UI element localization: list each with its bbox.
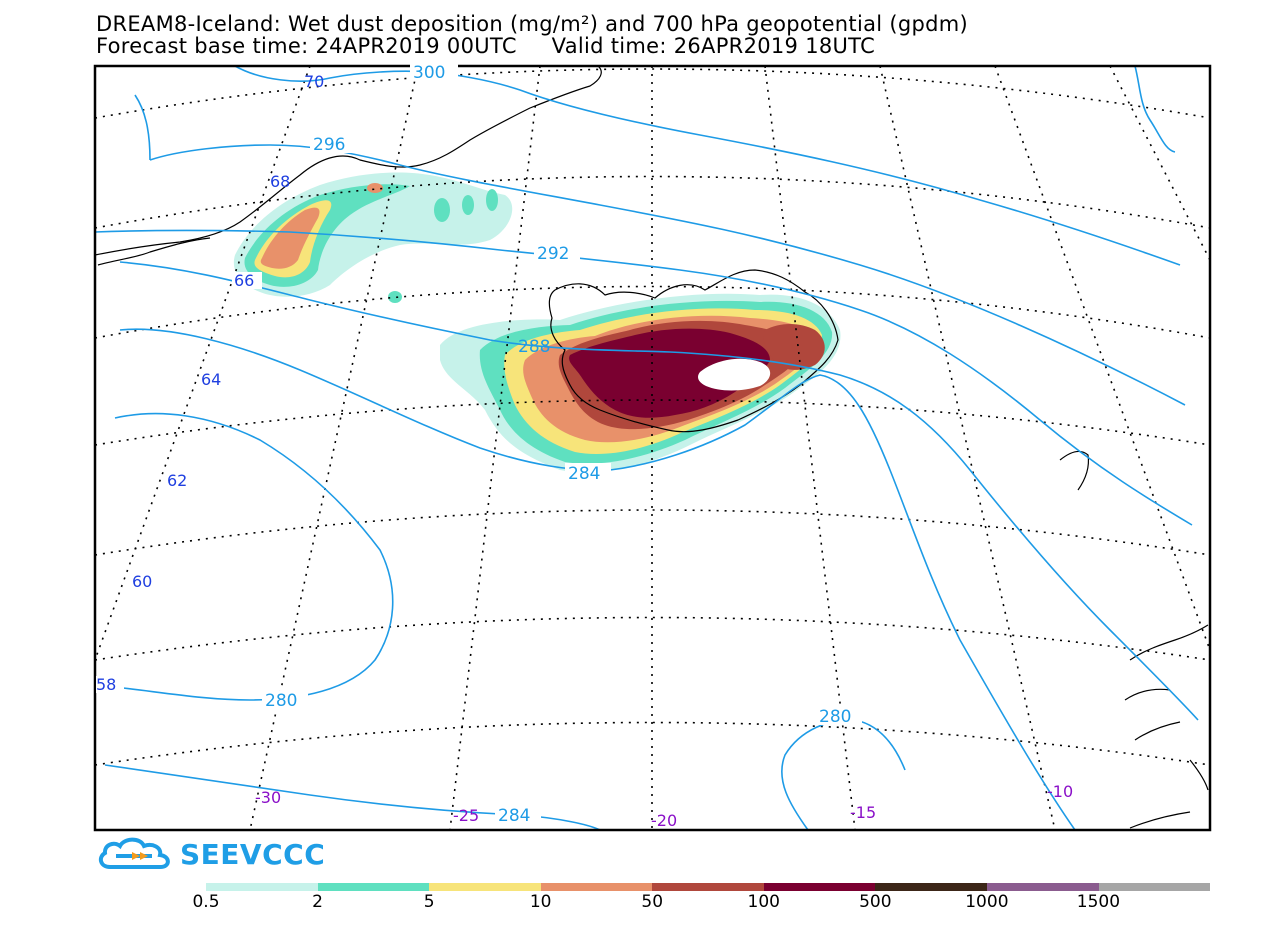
lon-label-minus10: -10	[1047, 782, 1073, 801]
contour-west-small	[134, 94, 151, 161]
colorbar-swatch	[206, 883, 318, 891]
contour-label-280-east: 280	[819, 707, 851, 727]
contour-296	[149, 144, 1186, 406]
dust-level-east	[763, 324, 825, 370]
contour-280-west	[95, 412, 394, 701]
lat-label-70: 70	[304, 72, 324, 91]
dust-spot	[388, 291, 402, 303]
contour-label-296: 296	[313, 135, 345, 155]
lat-label-58: 58	[96, 675, 116, 694]
contour-label-284: 284	[568, 464, 600, 484]
contour-284-south	[104, 764, 601, 830]
lat-label-62: 62	[167, 471, 187, 490]
lon-label-minus25: -25	[453, 806, 479, 825]
cloud-icon	[98, 837, 170, 869]
contour-label-280-west: 280	[265, 691, 297, 711]
dust-level-hole	[698, 358, 771, 391]
colorbar-swatch	[429, 883, 541, 891]
map-frame	[93, 64, 1212, 832]
logo-text: SEEVCCC	[180, 837, 326, 871]
greenland-coast	[95, 66, 602, 256]
colorbar-label: 50	[641, 892, 664, 912]
faroe-coast	[1059, 450, 1090, 491]
graticule	[95, 66, 1210, 830]
colorbar-label: 500	[859, 892, 892, 912]
colorbar-swatch	[986, 883, 1099, 891]
colorbar-label: 5	[423, 892, 435, 912]
map-title-line1: DREAM8-Iceland: Wet dust deposition (mg/…	[96, 12, 968, 36]
dust-deposition-field	[233, 172, 841, 473]
lat-label-64: 64	[201, 370, 221, 389]
colorbar-label: 1500	[1076, 892, 1121, 912]
seevccc-logo: SEEVCCC	[96, 836, 325, 872]
colorbar-label: 1000	[965, 892, 1009, 912]
contour-label-292: 292	[537, 244, 569, 264]
colorbar-swatch	[540, 883, 653, 891]
colorbar-swatch	[1098, 883, 1211, 891]
lat-label-68: 68	[270, 172, 290, 191]
lon-label-minus15: -15	[850, 803, 876, 822]
contour-300	[234, 66, 1181, 266]
map-title-line2: Forecast base time: 24APR2019 00UTC Vali…	[96, 34, 876, 58]
norway-coast	[1124, 624, 1209, 829]
lon-label-minus20: -20	[651, 811, 677, 830]
greenland-coast-inner	[97, 237, 211, 266]
colorbar-label: 100	[747, 892, 780, 912]
contour-label-288: 288	[518, 337, 550, 357]
contour-292	[95, 229, 1193, 526]
lat-label-60: 60	[132, 572, 152, 591]
colorbar-swatch	[763, 883, 876, 891]
contour-284	[119, 328, 1076, 830]
colorbar-swatch	[317, 883, 430, 891]
colorbar-label: 2	[312, 892, 323, 912]
lon-label-minus30: -30	[255, 788, 281, 807]
contour-label-300: 300	[413, 63, 445, 83]
contour-288	[119, 261, 1199, 721]
colorbar-label: 10	[529, 892, 552, 912]
contour-280-east	[781, 719, 906, 830]
dust-plume-west-3	[260, 207, 320, 269]
colorbar-swatch	[652, 883, 764, 891]
dust-spot	[462, 195, 474, 215]
colorbar-swatch	[875, 883, 987, 891]
colorbar	[206, 883, 1211, 891]
dust-spot	[486, 189, 498, 211]
dust-spot	[367, 183, 383, 193]
dust-spot	[434, 198, 450, 222]
lat-label-66: 66	[234, 271, 254, 290]
colorbar-label: 0.5	[192, 892, 220, 912]
contour-north	[1134, 66, 1176, 153]
contour-label-284-south: 284	[498, 806, 530, 826]
geopotential-contours	[95, 66, 1199, 830]
